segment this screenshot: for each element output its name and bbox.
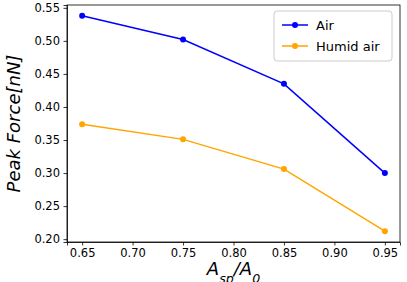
tick-label: 0.25 (34, 199, 60, 213)
point (382, 170, 388, 176)
tick-mark (334, 242, 335, 246)
tick-mark (64, 8, 68, 9)
series-line (82, 16, 385, 173)
legend-marker (292, 22, 298, 28)
tick: 0.55 (34, 1, 67, 15)
series (79, 121, 388, 234)
legend-label: Humid air (316, 39, 380, 54)
tick-mark (234, 242, 235, 246)
tick-label: 0.50 (34, 34, 60, 48)
tick-mark (284, 242, 285, 246)
tick: 0.65 (70, 242, 96, 260)
x-axis-title: Asp/A0 (206, 258, 260, 282)
point (79, 13, 85, 19)
tick-mark (82, 242, 83, 246)
tick-label: 0.90 (322, 246, 348, 260)
series-line (82, 124, 385, 231)
tick-mark (183, 242, 184, 246)
tick-mark (64, 41, 68, 42)
tick-label: 0.95 (373, 246, 399, 260)
legend-item: Air (282, 18, 335, 33)
tick: 0.85 (272, 242, 298, 260)
legend-marker (292, 43, 298, 49)
tick: 0.90 (322, 242, 348, 260)
axis-line (68, 243, 401, 246)
point (180, 37, 186, 43)
point (79, 121, 85, 127)
tick-label: 0.65 (70, 246, 96, 260)
tick-mark (64, 140, 68, 141)
tick: 0.25 (34, 199, 67, 213)
tick-label: 0.85 (272, 246, 298, 260)
tick-label: 0.70 (120, 246, 146, 260)
tick-label: 0.30 (34, 166, 60, 180)
y-axis: 0.20 0.25 0.30 0.35 0.40 0.45 0.50 0.55 (34, 1, 67, 246)
plot-area: 0.650.700.750.800.850.900.950.200.250.30… (34, 1, 400, 260)
tick-mark (385, 242, 386, 246)
tick-mark (133, 242, 134, 246)
legend-label: Air (316, 18, 335, 33)
tick-label: 0.45 (34, 67, 60, 81)
legend: Air Humid air (274, 11, 392, 61)
tick-mark (64, 239, 68, 240)
plot-frame (67, 5, 400, 242)
tick-label: 0.40 (34, 100, 60, 114)
legend-box (274, 11, 392, 61)
tick: 0.75 (171, 242, 197, 260)
series-group (79, 13, 388, 234)
legend-item: Humid air (282, 39, 380, 54)
y-axis-title: Peak Force[nN] (3, 55, 24, 193)
point (281, 166, 287, 172)
point (180, 136, 186, 142)
tick-mark (64, 74, 68, 75)
tick: 0.45 (34, 67, 67, 81)
tick-label: 0.75 (171, 246, 197, 260)
tick: 0.70 (120, 242, 146, 260)
tick: 0.30 (34, 166, 67, 180)
tick: 0.50 (34, 34, 67, 48)
tick: 0.95 (373, 242, 399, 260)
tick-mark (64, 173, 68, 174)
tick: 0.20 (34, 232, 67, 246)
chart: 0.650.700.750.800.850.900.950.200.250.30… (0, 0, 407, 282)
tick-label: 0.20 (34, 232, 60, 246)
tick-mark (64, 107, 68, 108)
point (281, 81, 287, 87)
tick: 0.35 (34, 133, 67, 147)
tick-label: 0.55 (34, 1, 60, 15)
tick-label: 0.35 (34, 133, 60, 147)
point (382, 228, 388, 234)
tick-mark (64, 206, 68, 207)
tick: 0.40 (34, 100, 67, 114)
